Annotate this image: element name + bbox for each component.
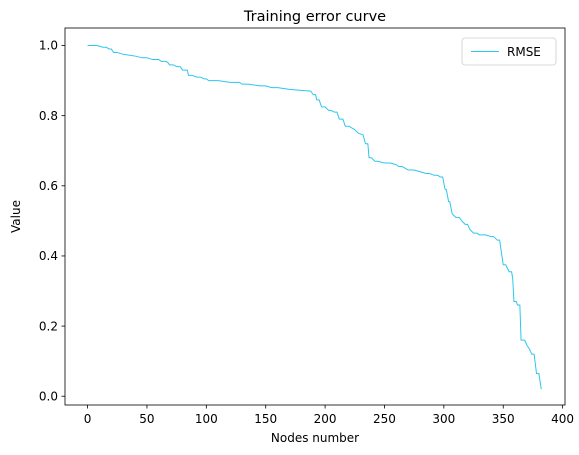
- x-tick-label: 300: [432, 412, 455, 426]
- x-tick-label: 50: [139, 412, 154, 426]
- x-tick-label: 150: [254, 412, 277, 426]
- x-tick-label: 200: [314, 412, 337, 426]
- chart-title: Training error curve: [243, 9, 386, 25]
- legend-box: [461, 37, 557, 66]
- x-tick-label: 100: [195, 412, 218, 426]
- series-layer: [87, 45, 542, 390]
- y-tick-label: 0.8: [39, 109, 58, 123]
- x-tick-label: 400: [551, 412, 574, 426]
- y-axis-label: Value: [9, 200, 23, 233]
- y-tick-label: 1.0: [39, 39, 58, 53]
- legend: RMSE: [461, 37, 557, 66]
- axes-frame: [64, 27, 566, 406]
- x-tick-label: 250: [373, 412, 396, 426]
- y-tick-label: 0.0: [39, 389, 58, 403]
- y-ticks: 0.0 0.2 0.4 0.6 0.8 1.0: [39, 39, 65, 403]
- y-tick-label: 0.6: [39, 179, 58, 193]
- y-tick-label: 0.4: [39, 249, 58, 263]
- legend-label-rmse: RMSE: [507, 45, 541, 59]
- x-ticks: 0 50 100 150 200 250 300 350 400: [84, 405, 574, 426]
- x-axis-label: Nodes number: [271, 431, 359, 445]
- series-line-rmse: [87, 45, 542, 390]
- y-tick-label: 0.2: [39, 319, 58, 333]
- x-tick-label: 350: [492, 412, 515, 426]
- x-tick-label: 0: [84, 412, 92, 426]
